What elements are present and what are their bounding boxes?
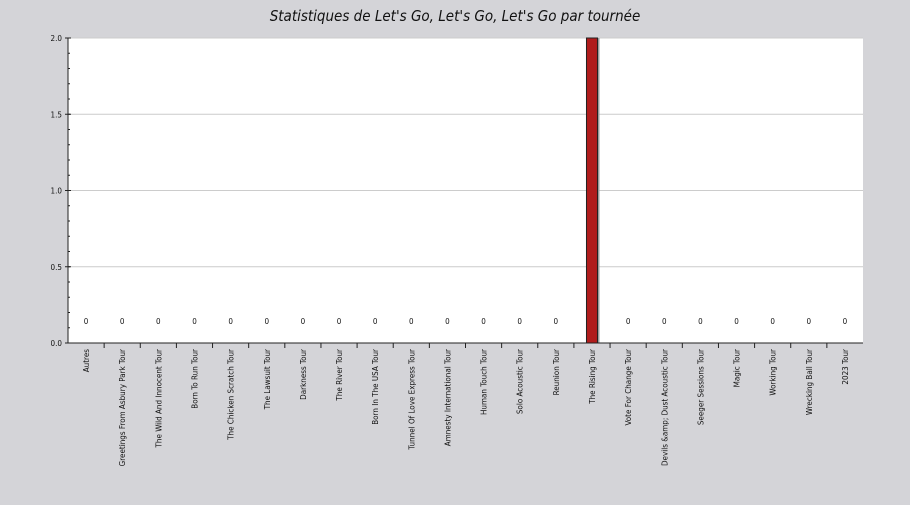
y-tick-label: 0.5	[51, 263, 62, 272]
value-label: 0	[626, 317, 631, 326]
value-label: 0	[228, 317, 233, 326]
x-category-label: The Lawsuit Tour	[263, 349, 272, 410]
x-category-label: The Rising Tour	[588, 349, 597, 405]
x-category-label: Solo Acoustic Tour	[516, 349, 525, 414]
value-label: 0	[770, 317, 775, 326]
value-label: 0	[662, 317, 667, 326]
value-label: 0	[698, 317, 703, 326]
x-category-label: Born In The USA Tour	[371, 349, 380, 425]
y-tick-label: 1.0	[51, 187, 63, 196]
y-ticks: 0.0 0.5 1.0 1.5 2.0	[51, 34, 71, 348]
value-label: 0	[517, 317, 522, 326]
x-category-label: Amnesty International Tour	[443, 349, 452, 446]
x-category-label: 2023 Tour	[841, 349, 850, 385]
x-category-label: Born To Run Tour	[190, 349, 199, 409]
x-category-label: Seeger Sessions Tour	[696, 349, 705, 425]
value-label: 0	[843, 317, 848, 326]
x-category-label: Tunnel Of Love Express Tour	[407, 349, 416, 451]
x-category-label: The Chicken Scratch Tour	[227, 349, 236, 441]
x-category-label: Wrecking Ball Tour	[805, 349, 814, 415]
value-label: 0	[264, 317, 269, 326]
value-label: 0	[156, 317, 161, 326]
x-category-label: The Wild And Innocent Tour	[154, 349, 163, 449]
value-labels: 0 0 0 0 0 0 0 0 0 0 0 0 0 0 0 0 0 0 0 0 0	[84, 317, 848, 326]
value-label: 0	[445, 317, 450, 326]
x-category-label: Vote For Change Tour	[624, 349, 633, 426]
y-tick-label: 0.0	[51, 339, 63, 348]
x-category-label: Magic Tour	[733, 349, 742, 387]
x-category-label: Greetings From Asbury Park Tour	[118, 349, 127, 466]
y-tick-label: 2.0	[51, 34, 63, 43]
value-label: 0	[409, 317, 414, 326]
value-label: 0	[734, 317, 739, 326]
value-label: 0	[84, 317, 89, 326]
value-label: 0	[337, 317, 342, 326]
y-tick-label: 1.5	[51, 110, 62, 119]
x-category-label: Reunion Tour	[552, 349, 561, 395]
value-label: 0	[120, 317, 125, 326]
chart-title: Statistiques de Let's Go, Let's Go, Let'…	[270, 7, 641, 25]
value-label: 0	[481, 317, 486, 326]
value-label: 0	[554, 317, 559, 326]
bar	[585, 37, 598, 344]
x-category-label: Autres	[82, 349, 91, 373]
value-label: 0	[807, 317, 812, 326]
value-label: 0	[192, 317, 197, 326]
value-label: 0	[301, 317, 306, 326]
value-label: 0	[373, 317, 378, 326]
bars	[585, 37, 600, 344]
x-ticks: Autres Greetings From Asbury Park Tour The…	[82, 343, 850, 466]
x-category-label: Human Touch Tour	[480, 349, 489, 415]
x-category-label: Devils &amp; Dust Acoustic Tour	[660, 349, 669, 466]
x-category-label: The River Tour	[335, 349, 344, 402]
x-category-label: Working Tour	[769, 349, 778, 396]
x-category-label: Darkness Tour	[299, 349, 308, 400]
grid-lines	[68, 37, 863, 268]
